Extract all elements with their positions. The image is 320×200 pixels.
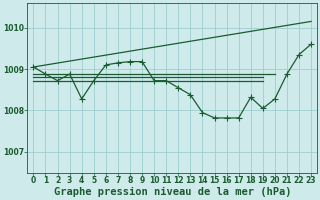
X-axis label: Graphe pression niveau de la mer (hPa): Graphe pression niveau de la mer (hPa): [53, 187, 291, 197]
